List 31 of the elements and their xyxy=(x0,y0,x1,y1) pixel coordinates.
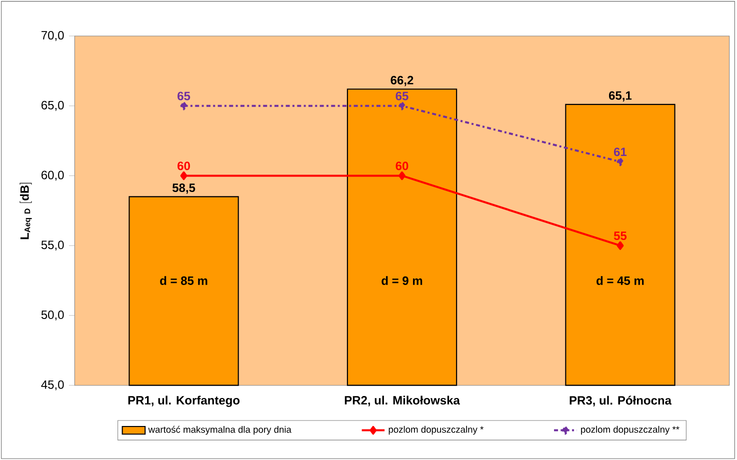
y-tick-label: 50,0 xyxy=(41,310,64,320)
data-label: 65 xyxy=(396,92,408,100)
annotation: d = 45 m xyxy=(596,276,644,285)
point xyxy=(616,157,624,166)
y-tick-label: 55,0 xyxy=(41,240,64,251)
data-label: 60 xyxy=(396,162,408,170)
point xyxy=(180,171,188,180)
legend-label: pozlom dopuszczalny * xyxy=(388,426,484,435)
x-tick-label: PR2, ul. Mikołowska xyxy=(344,396,460,406)
y-axis-title: $\mathbf{L_{Aeq\ D}\ [dB]}$ xyxy=(20,182,32,240)
data-label: 65,1 xyxy=(608,91,632,102)
point xyxy=(180,102,188,110)
annotation: d = 9 m xyxy=(382,276,422,285)
legend-label: wartość maksymalna dla pory dnia xyxy=(148,426,292,435)
y-tick-label: 45,0 xyxy=(41,380,64,390)
x-tick-label: PR3, ul. Północna xyxy=(570,396,672,406)
annotation: d = 85 m xyxy=(160,276,208,285)
x-tick-label: PR1, ul. Korfantego xyxy=(128,396,240,407)
point xyxy=(616,241,624,250)
data-label: 58,5 xyxy=(172,184,196,194)
y-tick-label: 60,0 xyxy=(42,170,64,181)
data-label: 60 xyxy=(178,162,190,170)
y-tick-label: 70,0 xyxy=(42,31,64,41)
point xyxy=(398,171,406,180)
data-label: 55 xyxy=(614,232,627,240)
data-label: 61 xyxy=(614,148,627,156)
data-label: 65 xyxy=(178,92,190,100)
legend-label: pozlom dopuszczalny ** xyxy=(581,426,680,435)
y-tick-label: 65,0 xyxy=(42,100,64,111)
point xyxy=(398,102,406,110)
data-label: 66,2 xyxy=(390,76,414,86)
